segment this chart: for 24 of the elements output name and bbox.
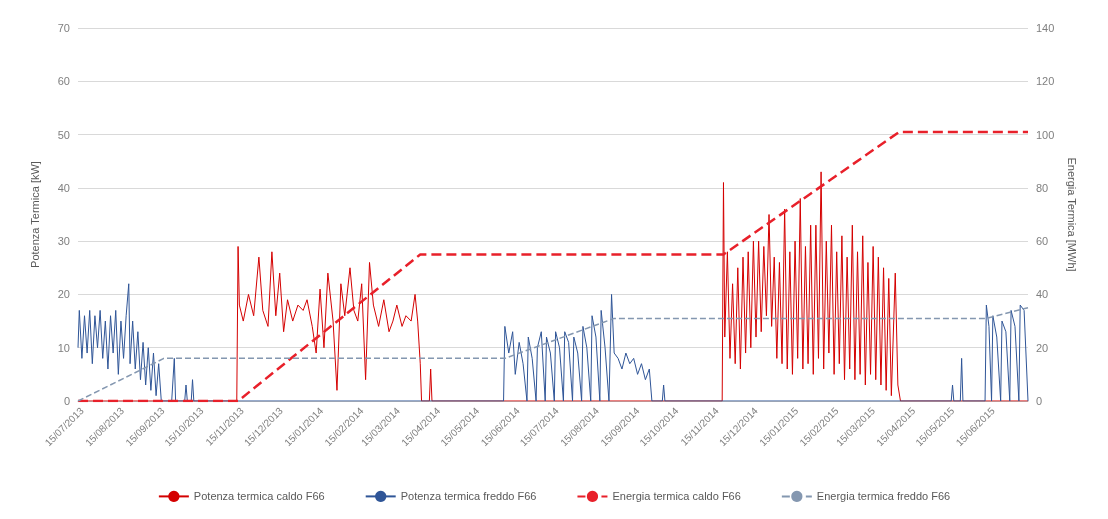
- legend-label: Energia termica caldo F66: [612, 490, 741, 503]
- y2-tick-label: 80: [1036, 181, 1049, 194]
- y-axis-title: Potenza Termica [kW]: [28, 161, 41, 268]
- y-tick-label: 20: [57, 288, 70, 301]
- y2-tick-label: 0: [1036, 395, 1043, 407]
- legend-label: Energia termica freddo F66: [816, 490, 951, 503]
- legend-label: Potenza termica caldo F66: [193, 490, 325, 503]
- line-series: [77, 283, 1029, 402]
- y2-tick-label: 140: [1036, 22, 1055, 34]
- y2-tick-label: 40: [1036, 288, 1049, 301]
- y-tick-label: 70: [57, 22, 70, 34]
- y-tick-label: 40: [57, 181, 70, 194]
- y2-tick-label: 120: [1036, 75, 1055, 88]
- y-tick-label: 50: [57, 128, 70, 141]
- y2-tick-label: 20: [1036, 341, 1049, 354]
- y2-tick-label: 100: [1036, 128, 1055, 141]
- y-tick-label: 10: [57, 341, 70, 354]
- y2-axis-title: Energia Termica [MWh]: [1065, 157, 1078, 272]
- y-tick-label: 0: [63, 395, 70, 407]
- legend-label: Potenza termica freddo F66: [400, 490, 537, 503]
- y-tick-label: 30: [57, 235, 70, 248]
- line-series: [77, 307, 1029, 402]
- y-tick-label: 60: [57, 75, 70, 88]
- y2-tick-label: 60: [1036, 235, 1049, 248]
